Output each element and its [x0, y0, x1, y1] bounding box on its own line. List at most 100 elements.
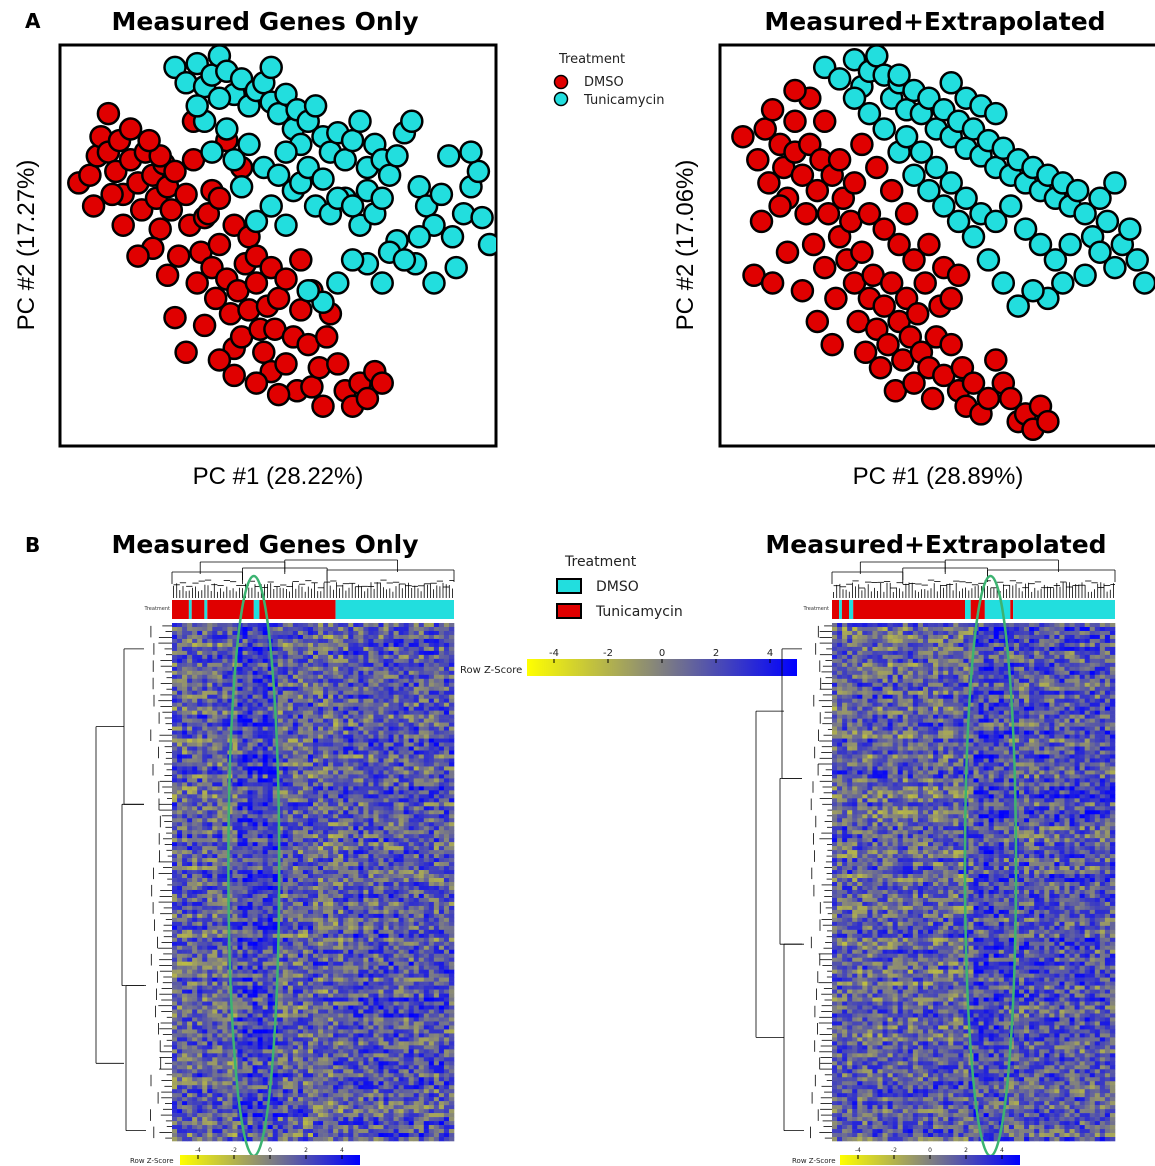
heatmap-cell	[237, 917, 243, 923]
heatmap-cell	[378, 698, 384, 703]
heatmap-cell	[413, 726, 420, 731]
heatmap-cell	[272, 901, 279, 907]
heatmap-cell	[217, 889, 223, 895]
heatmap-cell	[358, 802, 364, 807]
heatmap-cell	[403, 862, 409, 867]
heatmap-cell	[232, 882, 238, 887]
heatmap-cell	[368, 742, 374, 747]
pca-measured-point-dmso	[355, 386, 380, 411]
heatmap-cell	[443, 666, 450, 672]
heatmap-cell	[353, 870, 359, 875]
heatmap-cell	[242, 650, 248, 656]
heatmap-cell	[307, 917, 314, 923]
heatmap-cell	[212, 734, 218, 739]
heatmap-cell	[177, 634, 183, 640]
heatmap-cell	[423, 634, 430, 640]
heatmap-cell	[358, 634, 364, 640]
heatmap-cell	[217, 730, 223, 735]
heatmap-cell	[247, 630, 253, 636]
heatmap-cell	[338, 858, 344, 863]
heatmap-cell	[393, 662, 399, 668]
heatmap-cell	[398, 674, 404, 680]
heatmap-cell	[302, 901, 309, 907]
heatmap-cell	[262, 830, 268, 835]
heatmap-cell	[438, 794, 445, 799]
heatmap-cell	[242, 682, 248, 688]
heatmap-cell	[252, 718, 258, 723]
heatmap-cell	[333, 754, 339, 759]
heatmap-cell	[292, 698, 299, 703]
heatmap-cell	[197, 766, 203, 771]
heatmap-cell	[252, 929, 258, 935]
heatmap-cell	[247, 706, 253, 711]
heatmap-cell	[373, 734, 379, 739]
heatmap-cell	[333, 722, 339, 727]
heatmap-cell	[428, 866, 435, 871]
heatmap-cell	[172, 893, 178, 899]
pca-measured-point-tunicamycin	[429, 182, 454, 207]
heatmap-cell	[287, 858, 294, 863]
heatmap-cell	[272, 638, 279, 644]
pca-measured-point-tunicamycin	[326, 271, 350, 295]
heatmap-cell	[318, 790, 324, 795]
heatmap-cell	[247, 786, 253, 791]
heatmap-cell	[267, 810, 274, 815]
heatmap-cell	[172, 718, 178, 723]
heatmap-cell	[383, 682, 389, 688]
heatmap-cell	[177, 710, 183, 715]
heatmap-cell	[237, 794, 243, 799]
heatmap-cell	[177, 814, 183, 819]
heatmap-cell	[358, 842, 364, 847]
heatmap-cell	[207, 730, 213, 735]
heatmap-cell	[328, 678, 334, 684]
heatmap-cell	[328, 842, 334, 847]
heatmap-cell	[202, 854, 208, 859]
heatmap-cell	[177, 834, 183, 839]
pca-measured-point-tunicamycin	[296, 278, 320, 303]
heatmap-cell	[252, 838, 258, 843]
heatmap-cell	[428, 646, 435, 652]
heatmap-cell	[388, 750, 394, 755]
heatmap-cell	[373, 762, 379, 767]
heatmap-cell	[363, 909, 369, 915]
heatmap-cell	[222, 794, 228, 799]
heatmap-cell	[313, 626, 319, 632]
heatmap-cell	[187, 682, 193, 688]
heatmap-cell	[222, 826, 228, 831]
heatmap-cell	[348, 830, 354, 835]
heatmap-cell	[202, 702, 208, 707]
heatmap-cell	[177, 826, 183, 831]
heatmap-cell	[292, 714, 299, 719]
heatmap-cell	[328, 850, 334, 855]
heatmap-cell	[217, 706, 223, 711]
heatmap-cell	[222, 730, 228, 735]
heatmap-cell	[403, 878, 409, 883]
heatmap-cell	[368, 893, 374, 899]
heatmap-cell	[267, 870, 274, 875]
heatmap-cell	[297, 706, 304, 711]
heatmap-cell	[353, 694, 359, 699]
heatmap-cell	[172, 746, 178, 751]
heatmap-cell	[423, 638, 430, 644]
heatmap-cell	[222, 917, 228, 923]
heatmap-cell	[368, 814, 374, 819]
heatmap-cell	[242, 662, 248, 668]
heatmap-cell	[363, 762, 369, 767]
heatmap-cell	[182, 770, 188, 775]
heatmap-cell	[328, 786, 334, 791]
heatmap-cell	[433, 882, 440, 887]
heatmap-cell	[242, 925, 248, 931]
heatmap-cell	[368, 710, 374, 715]
heatmap-cell	[202, 778, 208, 783]
heatmap-cell	[212, 885, 218, 891]
heatmap-cell	[328, 778, 334, 783]
heatmap-cell	[353, 901, 359, 907]
heatmap-cell	[247, 718, 253, 723]
heatmap-cell	[333, 702, 339, 707]
heatmap-cell	[413, 738, 420, 743]
heatmap-cell	[197, 654, 203, 660]
heatmap-cell	[242, 734, 248, 739]
heatmap-cell	[373, 742, 379, 747]
heatmap-cell	[297, 822, 304, 827]
heatmap-cell	[297, 830, 304, 835]
